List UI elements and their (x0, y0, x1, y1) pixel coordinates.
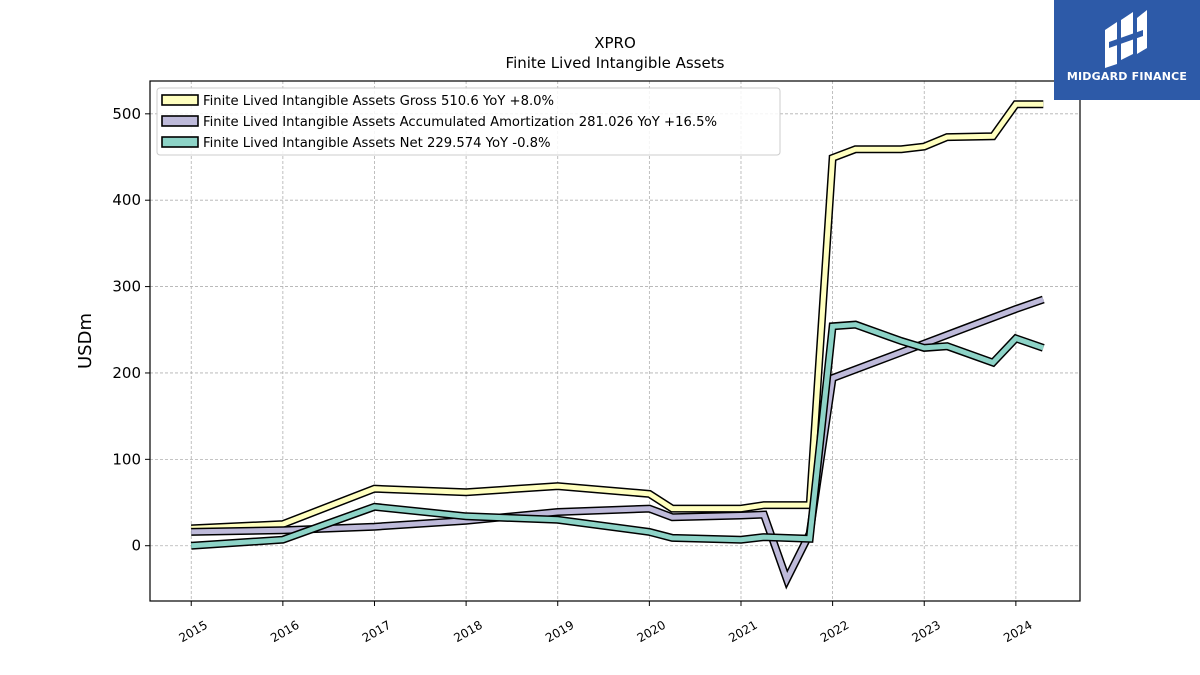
x-tick-label: 2018 (451, 618, 484, 645)
x-tick-label: 2017 (360, 618, 393, 645)
y-tick-label: 200 (112, 364, 141, 382)
legend-label: Finite Lived Intangible Assets Accumulat… (203, 115, 717, 130)
x-tick-label: 2023 (910, 618, 943, 645)
x-tick-label: 2021 (726, 618, 759, 645)
legend-label: Finite Lived Intangible Assets Gross 510… (203, 94, 554, 109)
y-tick-label: 400 (112, 191, 141, 209)
legend-swatch (161, 94, 199, 106)
x-tick-label: 2022 (818, 618, 851, 645)
brand-name: MIDGARD FINANCE (1066, 70, 1188, 83)
x-tick-label: 2016 (268, 618, 301, 645)
series-stroke (191, 322, 1045, 549)
series-line-3 (190, 320, 1045, 550)
series-stroke (191, 297, 1045, 586)
x-tick-label: 2019 (543, 618, 576, 645)
series-line-1 (191, 100, 1044, 533)
y-tick-label: 300 (112, 278, 141, 296)
x-tick-label: 2015 (177, 618, 210, 645)
midgard-logo-icon (1105, 10, 1147, 68)
x-tick-label: 2020 (635, 618, 668, 645)
series-line-2 (191, 295, 1045, 590)
chart-subtitle: Finite Lived Intangible Assets (506, 54, 725, 72)
brand-logo: MIDGARD FINANCE (1054, 0, 1200, 100)
y-axis-label: USDm (75, 313, 96, 369)
plot-frame (149, 80, 1081, 602)
series-stroke (191, 101, 1044, 531)
series-outline (191, 100, 1044, 533)
legend-swatch (161, 115, 199, 127)
legend-swatch (161, 136, 199, 148)
y-tick-label: 500 (112, 105, 141, 123)
y-tick-label: 100 (112, 450, 141, 468)
chart-title: XPRO (594, 34, 636, 52)
y-tick-label: 0 (131, 537, 141, 555)
x-tick-label: 2024 (1001, 618, 1034, 645)
legend-label: Finite Lived Intangible Assets Net 229.5… (203, 136, 551, 151)
legend-box (156, 87, 781, 156)
